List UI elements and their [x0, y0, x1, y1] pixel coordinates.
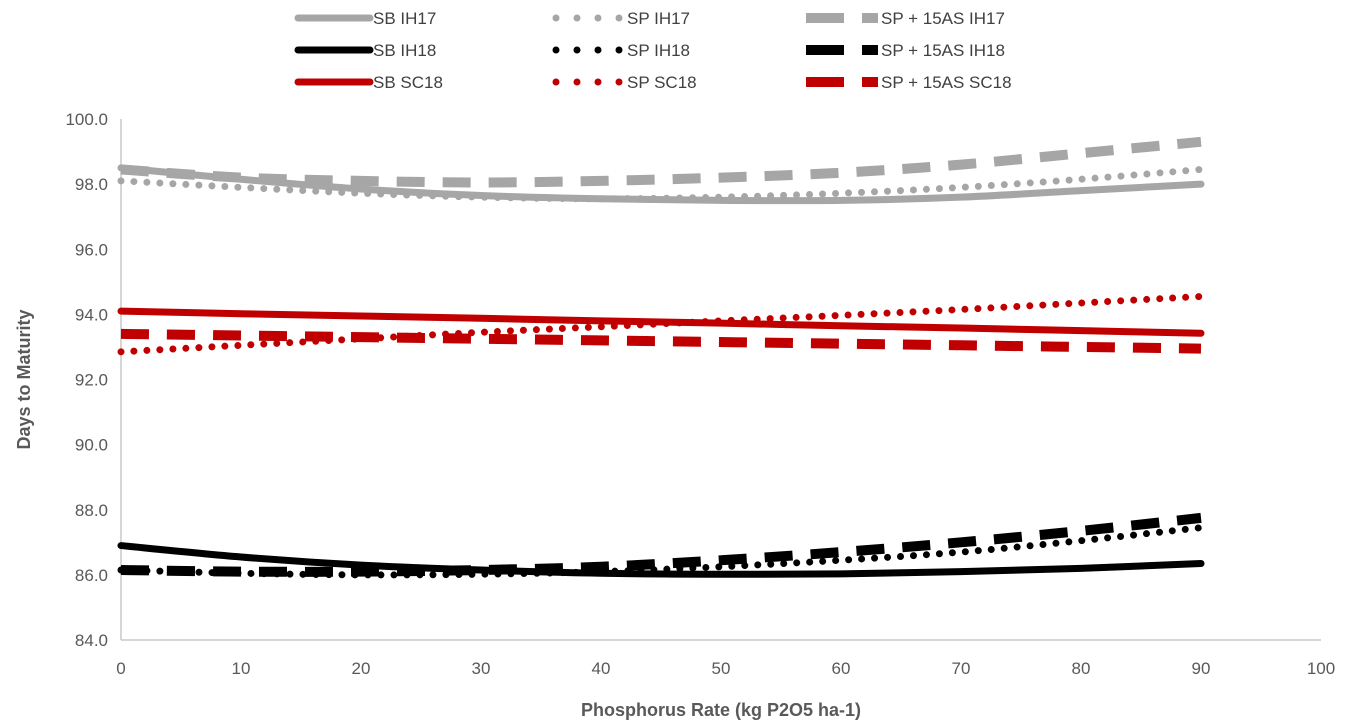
series-line-1	[117, 164, 1205, 205]
series-line-8	[117, 292, 1205, 356]
x-tick-label: 40	[592, 659, 611, 678]
legend: SB IH17 SP IH17 SP + 15AS IH17 SB IH18 SP IH…	[294, 9, 1012, 92]
legend-label: SP + 15AS IH18	[881, 41, 1005, 60]
legend-item-5: SP IH18	[552, 41, 690, 60]
y-tick-label: 86.0	[75, 566, 108, 585]
legend-item-7: SB SC18	[294, 73, 443, 92]
legend-item-4: SB IH18	[294, 41, 436, 60]
axes: 84.0 86.0 88.0 90.0 92.0 94.0 96.0 98.0 100.0 0 1…	[14, 110, 1335, 720]
legend-item-8: SP SC18	[552, 73, 697, 92]
legend-label: SP SC18	[627, 73, 697, 92]
y-tick-label: 84.0	[75, 631, 108, 650]
y-tick-label: 90.0	[75, 436, 108, 455]
x-tick-label: 100	[1307, 659, 1335, 678]
series-line-2	[117, 165, 1205, 203]
x-tick-label: 10	[232, 659, 251, 678]
y-tick-label: 100.0	[65, 110, 108, 129]
x-tick-label: 70	[952, 659, 971, 678]
x-tick-label: 30	[472, 659, 491, 678]
legend-item-2: SP IH17	[552, 9, 690, 28]
legend-item-3: SP + 15AS IH17	[806, 9, 1005, 28]
y-tick-label: 98.0	[75, 175, 108, 194]
legend-label: SP + 15AS IH17	[881, 9, 1005, 28]
legend-label: SP + 15AS SC18	[881, 73, 1012, 92]
y-tick-label: 88.0	[75, 501, 108, 520]
legend-label: SP IH17	[627, 9, 690, 28]
series-line-5	[117, 524, 1205, 579]
x-tick-label: 0	[116, 659, 125, 678]
y-axis-title: Days to Maturity	[14, 309, 34, 449]
y-tick-label: 94.0	[75, 305, 108, 324]
x-tick-label: 90	[1192, 659, 1211, 678]
legend-label: SB SC18	[373, 73, 443, 92]
legend-item-1: SB IH17	[294, 9, 436, 28]
legend-label: SB IH17	[373, 9, 436, 28]
x-tick-label: 80	[1072, 659, 1091, 678]
x-axis-title: Phosphorus Rate (kg P2O5 ha-1)	[581, 700, 861, 720]
legend-label: SB IH18	[373, 41, 436, 60]
series-line-3	[120, 136, 1202, 188]
x-tick-label: 20	[352, 659, 371, 678]
legend-label: SP IH18	[627, 41, 690, 60]
series-line-4	[117, 542, 1205, 578]
series-line-7	[117, 307, 1205, 337]
x-axis-ticks: 0 10 20 30 40 50 60 70 80 90 100	[116, 659, 1335, 678]
series-line-9	[120, 328, 1202, 354]
series-line-6	[120, 512, 1202, 577]
y-tick-label: 96.0	[75, 240, 108, 259]
y-tick-label: 92.0	[75, 371, 108, 390]
series-layer	[117, 136, 1205, 579]
x-tick-label: 50	[712, 659, 731, 678]
legend-item-9: SP + 15AS SC18	[806, 73, 1012, 92]
x-tick-label: 60	[832, 659, 851, 678]
y-axis-ticks: 84.0 86.0 88.0 90.0 92.0 94.0 96.0 98.0 100.0	[65, 110, 108, 650]
legend-item-6: SP + 15AS IH18	[806, 41, 1005, 60]
